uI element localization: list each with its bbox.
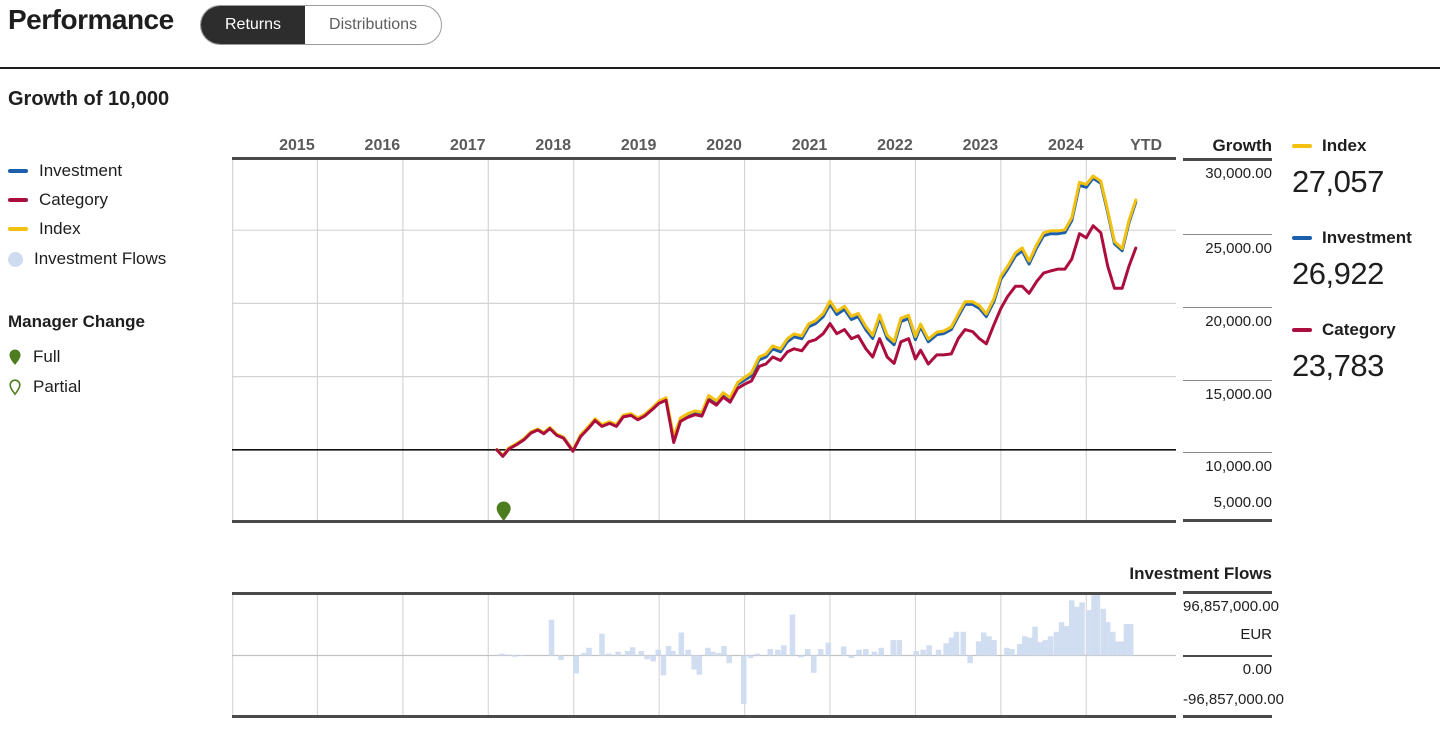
x-axis-label-2022: 2022 — [877, 137, 913, 154]
manager-change-title: Manager Change — [8, 312, 145, 331]
legend-label: Partial — [33, 377, 82, 396]
legend-label: Full — [33, 347, 61, 366]
pin-filled-icon — [9, 349, 21, 365]
pin-outline-icon — [9, 379, 21, 396]
legend-label: Index — [39, 219, 81, 238]
investment-flows-chart[interactable] — [232, 592, 1176, 718]
category-line-swatch — [8, 198, 28, 202]
x-axis-label-2015: 2015 — [279, 137, 315, 154]
y-line-25000 — [1183, 234, 1272, 235]
flows-tick-zero: 0.00 — [1242, 661, 1272, 678]
x-axis-label-2020: 2020 — [706, 137, 742, 154]
y-tick-20000: 20,000.00 — [1205, 313, 1272, 330]
x-axis-label-2024: 2024 — [1047, 137, 1084, 154]
x-axis-label-2016: 2016 — [364, 137, 401, 154]
flows-axis-top-rule — [1183, 591, 1272, 594]
growth-section-title: Growth of 10,000 — [8, 88, 170, 110]
header-divider — [0, 67, 1440, 69]
growth-axis-column: Growth 30,000.00 25,000.00 20,000.00 15,000… — [1183, 0, 1272, 753]
flows-zero-rule — [1183, 655, 1272, 657]
category-swatch — [1292, 328, 1312, 332]
growth-axis-top-rule — [1183, 158, 1272, 161]
y-line-15000 — [1183, 380, 1272, 381]
bottom-axis — [232, 520, 1176, 523]
legend-item-investment-flows: Investment Flows — [8, 248, 166, 270]
y-tick-25000: 25,000.00 — [1205, 240, 1272, 257]
y-tick-10000: 10,000.00 — [1205, 458, 1272, 475]
y-tick-5000: 5,000.00 — [1213, 494, 1272, 511]
y-line-20000 — [1183, 307, 1272, 308]
legend-item-category: Category — [8, 189, 108, 211]
x-axis-label-2018: 2018 — [535, 137, 571, 154]
summary-item-category: Category 23,783 — [1292, 320, 1440, 384]
growth-axis-bottom-rule — [1183, 519, 1272, 522]
x-axis-label-YTD: YTD — [1130, 137, 1163, 154]
growth-chart-svg — [232, 157, 1176, 523]
legend-item-manager-full: Full — [8, 346, 60, 368]
legend-label: Investment — [39, 161, 123, 180]
flows-axis-bottom-rule — [1183, 715, 1272, 718]
series-line-index — [495, 174, 1138, 457]
y-tick-15000: 15,000.00 — [1205, 386, 1272, 403]
flows-chart-svg — [232, 592, 1176, 718]
x-axis-label-2021: 2021 — [791, 137, 828, 154]
investment-swatch — [1292, 236, 1312, 240]
summary-label: Index — [1322, 136, 1367, 155]
summary-item-investment: Investment 26,922 — [1292, 228, 1440, 292]
summary-label: Investment — [1322, 228, 1412, 247]
page-title: Performance — [8, 4, 174, 35]
legend-label: Investment Flows — [34, 249, 167, 268]
growth-axis-header: Growth — [1212, 136, 1273, 155]
flows-axis-column: 96,857,000.00 EUR 0.00 -96,857,000.00 — [1183, 0, 1284, 753]
summary-value: 26,922 — [1292, 256, 1384, 291]
manager-change-full-marker[interactable] — [496, 501, 511, 522]
returns-distributions-toggle: Returns Distributions — [200, 5, 443, 45]
top-axis — [232, 157, 1176, 160]
y-line-10000 — [1183, 452, 1272, 453]
index-line-swatch — [8, 227, 28, 231]
series-line-investment — [495, 176, 1138, 458]
summary-value: 23,783 — [1292, 348, 1384, 383]
flows-currency-label: EUR — [1240, 626, 1272, 643]
distributions-tab[interactable]: Distributions — [329, 16, 418, 33]
x-axis-label-2017: 2017 — [449, 137, 486, 154]
investment-flows-swatch — [8, 251, 23, 267]
grid-lines — [232, 160, 1176, 520]
flow-bars — [499, 594, 1134, 705]
growth-chart[interactable] — [232, 157, 1176, 525]
x-axis-label-2023: 2023 — [962, 137, 999, 154]
legend-item-manager-partial: Partial — [8, 376, 81, 398]
returns-tab[interactable]: Returns — [201, 6, 306, 44]
legend-label: Category — [39, 190, 108, 209]
flows-tick-max: 96,857,000.00 — [1183, 598, 1279, 615]
x-axis-label-2019: 2019 — [620, 137, 657, 154]
investment-line-swatch — [8, 169, 28, 173]
legend-item-index: Index — [8, 218, 81, 240]
index-swatch — [1292, 144, 1312, 148]
flows-tick-min: -96,857,000.00 — [1183, 691, 1284, 708]
y-tick-30000: 30,000.00 — [1205, 165, 1272, 182]
legend-item-investment: Investment — [8, 160, 122, 182]
series-line-category — [495, 224, 1138, 458]
summary-value: 27,057 — [1292, 164, 1384, 199]
summary-item-index: Index 27,057 — [1292, 136, 1440, 200]
flows-section-title: Investment Flows — [1129, 564, 1272, 583]
summary-label: Category — [1322, 320, 1396, 339]
